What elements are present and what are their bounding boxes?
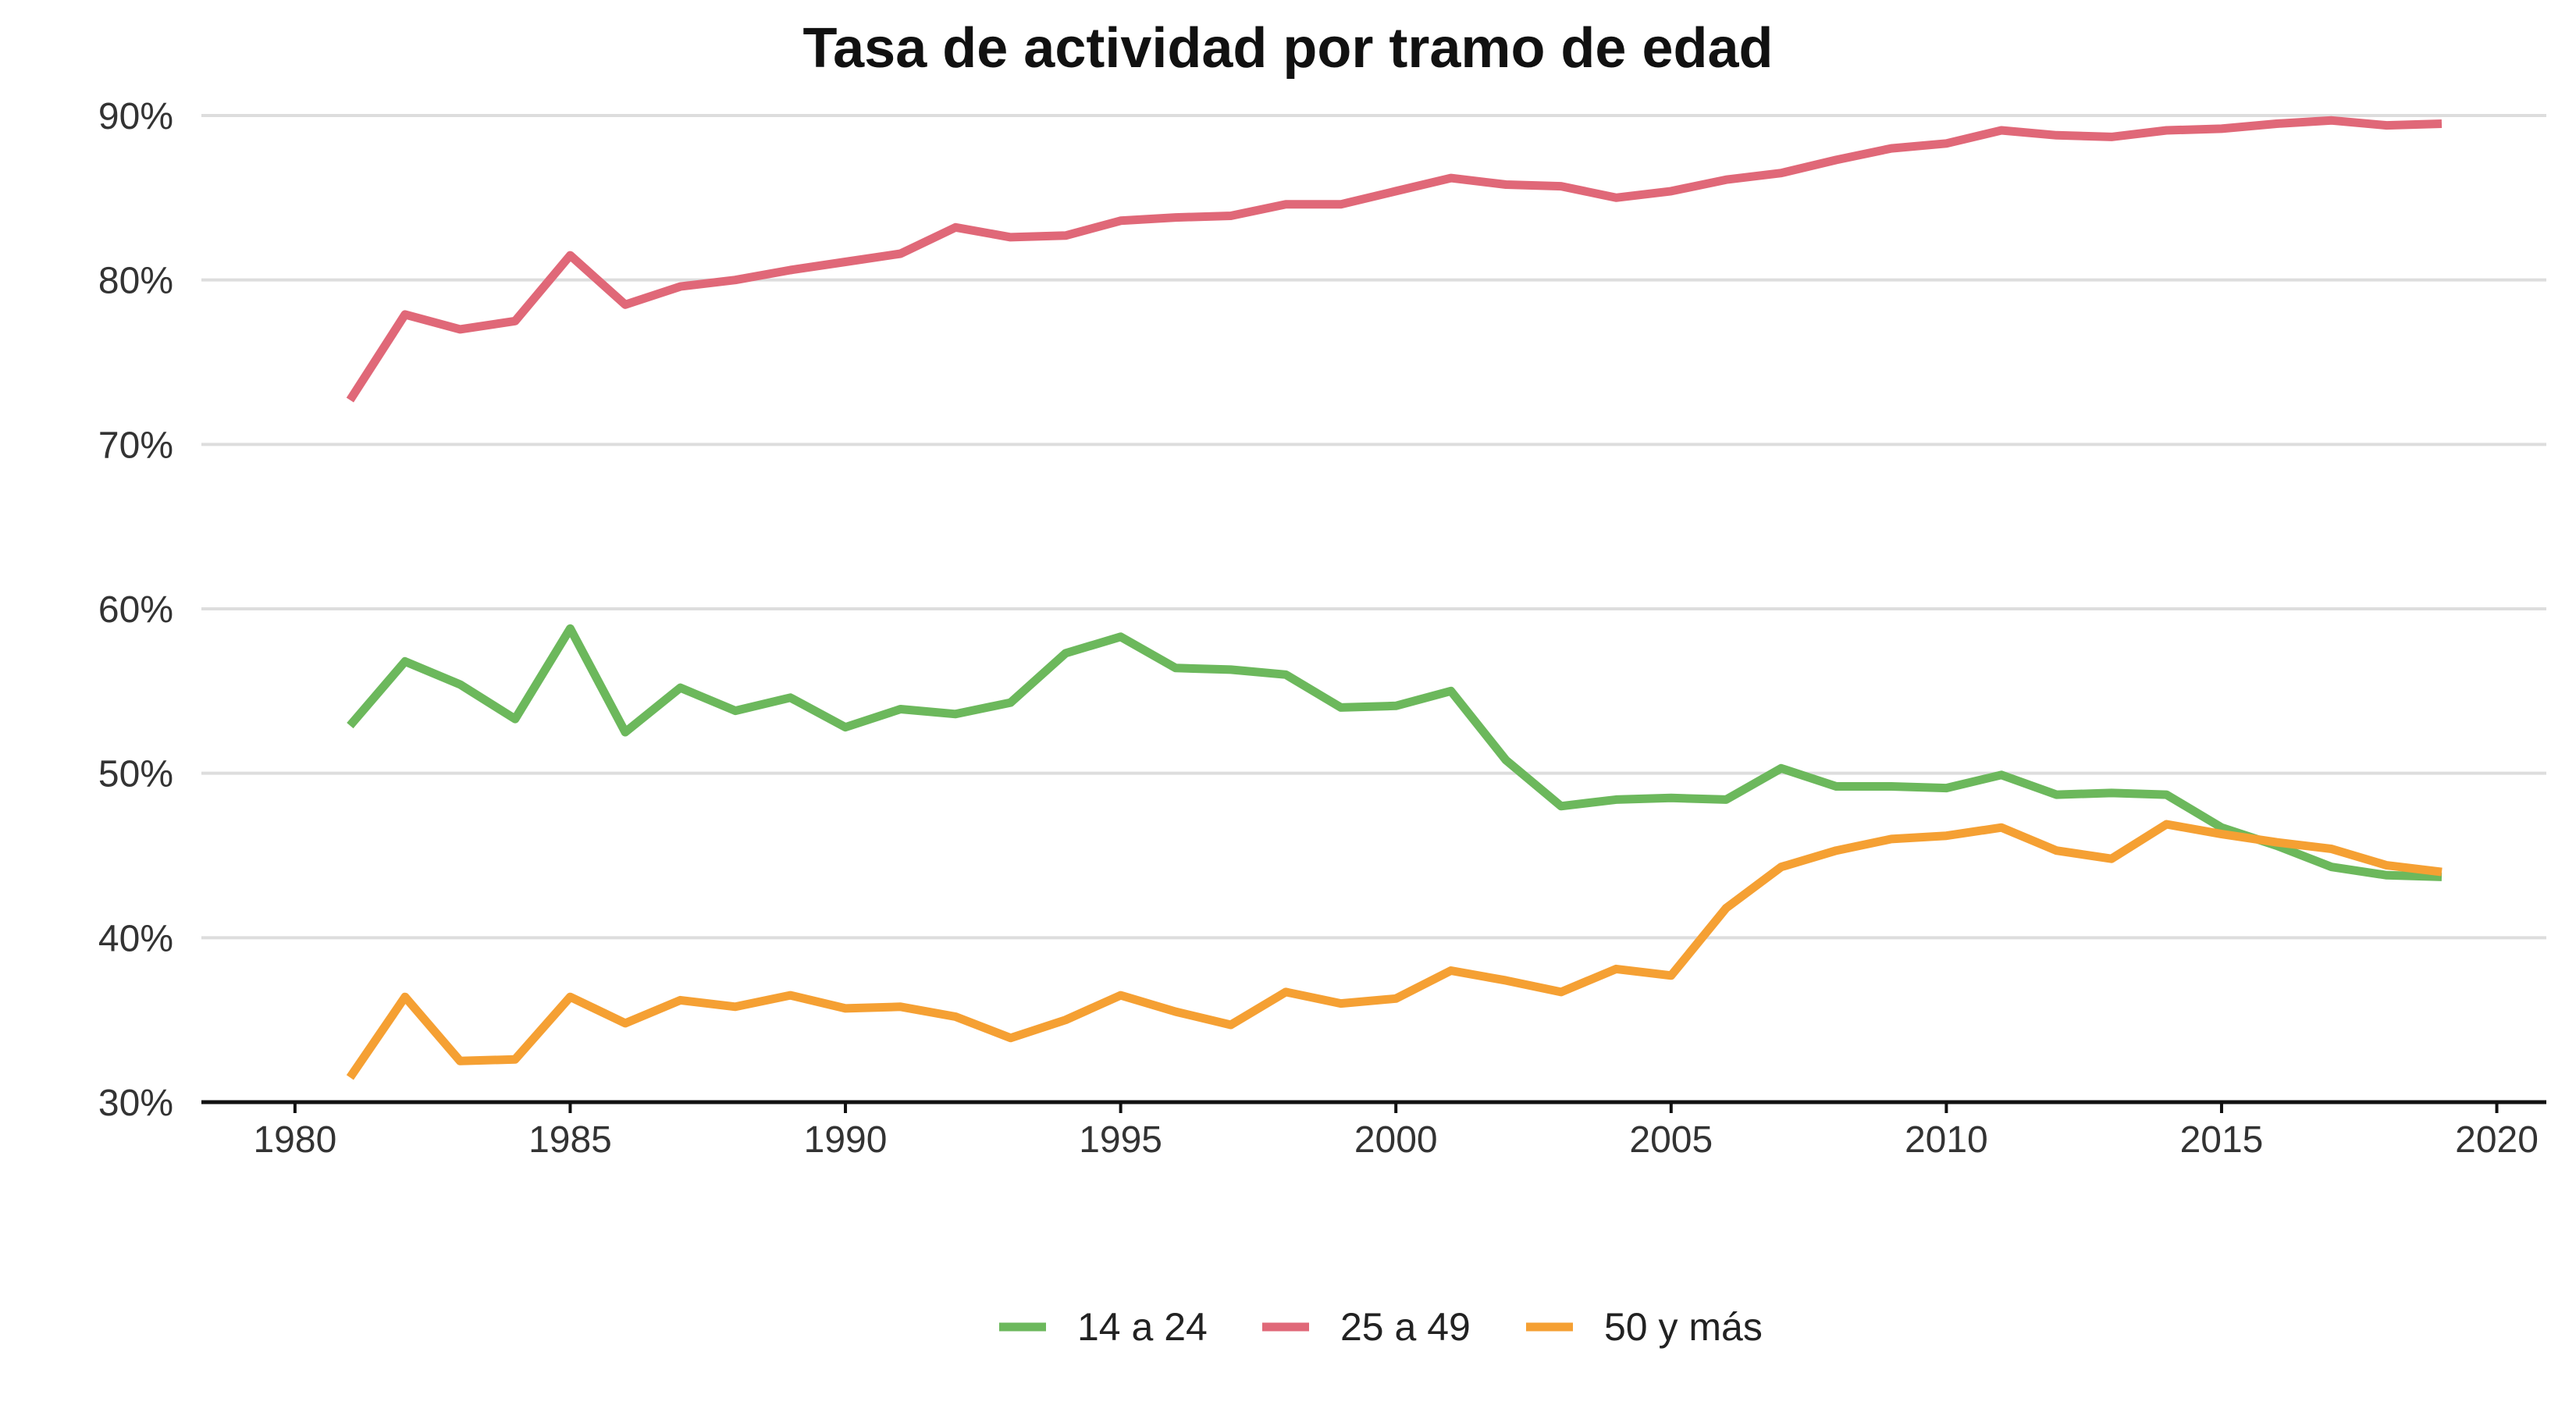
series-line-1 (347, 624, 2443, 881)
y-tick-label: 40% (98, 918, 173, 959)
y-tick-label: 90% (98, 96, 173, 137)
y-tick-label: 30% (98, 1083, 173, 1124)
legend-label: 50 y más (1604, 1305, 1763, 1349)
y-tick-label: 50% (98, 754, 173, 795)
legend: 14 a 24 25 a 49 50 y más (999, 1305, 1763, 1349)
y-tick-label: 80% (98, 261, 173, 302)
x-tick-label: 2020 (2455, 1119, 2539, 1161)
x-tick-label: 2005 (1629, 1119, 1713, 1161)
x-tick-label: 1980 (253, 1119, 336, 1161)
series-line-2 (346, 116, 2443, 403)
x-tick-label: 2010 (1905, 1119, 1988, 1161)
x-tick-label: 1990 (804, 1119, 888, 1161)
legend-label: 14 a 24 (1077, 1305, 1208, 1349)
series-line-3 (346, 820, 2443, 1080)
x-tick-label: 2015 (2180, 1119, 2264, 1161)
x-tick-label: 1985 (528, 1119, 612, 1161)
x-tick-label: 2000 (1354, 1119, 1438, 1161)
y-axis-tick-labels: 30% 40% 50% 60% 70% 80% 90% (98, 96, 173, 1124)
x-axis-ticks: 1980 1985 1990 1995 2000 2005 2010 2015 2020 (253, 1102, 2539, 1161)
y-tick-label: 60% (98, 589, 173, 631)
x-tick-label: 1995 (1079, 1119, 1162, 1161)
series-lines (346, 116, 2443, 1080)
legend-label: 25 a 49 (1340, 1305, 1471, 1349)
chart-title: Tasa de actividad por tramo de edad (802, 17, 1773, 80)
y-tick-label: 70% (98, 425, 173, 466)
